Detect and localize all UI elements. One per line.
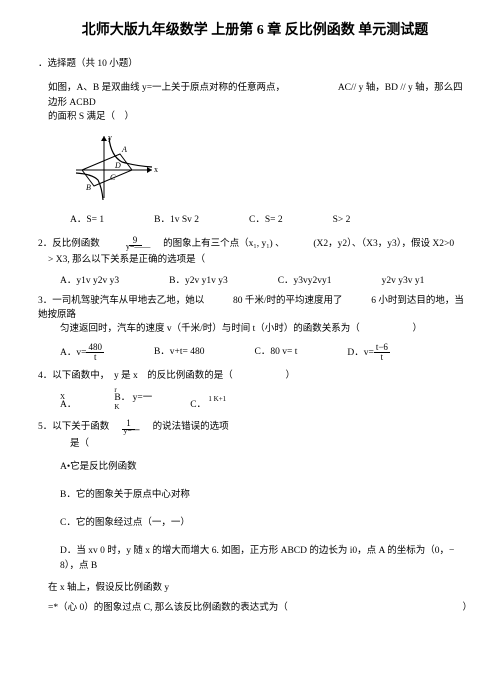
svg-text:A: A — [121, 145, 127, 154]
q2-opt-a: A．y1v y2v y3 — [60, 274, 119, 288]
q4-c-label: C． — [190, 400, 206, 410]
q1-opt-b: B．1v Sv 2 — [154, 213, 199, 227]
q3-opt-c: C．80 v= t — [255, 345, 298, 359]
q5-after: 的说法错误的选项 — [153, 423, 229, 433]
q3-mid: 80 千米/时的平均速度用了 — [233, 296, 343, 306]
q4-line: 4．以下函数中， y 是 x 的反比例函数的是（ — [38, 371, 233, 381]
q5-opt-c: C．它的图象经过点（一，一） — [60, 516, 472, 530]
q3-a-den: t — [86, 353, 104, 362]
q1-stem-a: 如图，A、B 是双曲线 y=一上关于原点对称的任意两点， — [48, 83, 285, 93]
q2-expr: y=—— — [126, 242, 151, 251]
q1: 如图，A、B 是双曲线 y=一上关于原点对称的任意两点， AC// y 轴，BD… — [48, 81, 472, 227]
q3-opt-a-label: A．v= — [60, 348, 86, 358]
svg-text:D: D — [114, 161, 121, 170]
q4-b-label: B． — [114, 393, 130, 403]
q2-pts: (X2，y2）、（X3，y3），假设 X2>0 — [313, 239, 454, 249]
q1-opt-c: C．S= 2 — [249, 213, 283, 227]
q5-line3: =*（心 0）的图象过点 C, 那么该反比例函数的表达式为（ — [48, 601, 288, 615]
q2-opt-d: y2v y3v y1 — [382, 274, 425, 288]
q4-c-top: 1 K+1 — [208, 395, 226, 403]
q5-line2: 在 x 轴上，假设反比例函数 y — [48, 581, 472, 595]
q2-line2: > X3, 那么以下关系是正确的选项是（ — [48, 255, 205, 265]
q3-d-den: t — [374, 353, 390, 362]
q4-opt-c: C． 1 K+1 — [190, 401, 226, 411]
q5-opt-a: A•它是反比例函数 — [60, 460, 472, 474]
q5-lead: 5．以下关于函数 — [38, 423, 109, 433]
q4-opt-a: X A． — [60, 394, 76, 411]
q5-opt-d: D．当 xv 0 时，y 随 x 的增大而增大 6. 如图，正方形 ABCD 的… — [60, 544, 472, 573]
q4-b-t2: K — [114, 404, 152, 411]
q3-endparen: ） — [413, 324, 423, 334]
q4-a-label: A． — [60, 400, 76, 410]
q2-opt-c: C．y3vy2vy1 — [278, 274, 332, 288]
q3: 3．一司机驾驶汽车从甲地去乙地，她以 80 千米/时的平均速度用了 6 小时到达… — [38, 294, 472, 363]
q1-opt-d: S> 2 — [333, 213, 351, 227]
svg-text:y: y — [108, 133, 112, 142]
svg-text:x: x — [154, 165, 158, 174]
q4-opt-b: r B． y=一 K — [114, 387, 152, 412]
section-choice-header: ．选择题（共 10 小题） — [38, 57, 472, 71]
q2-after: 的图象上有三个点（x₁, y₁) 、 — [163, 239, 284, 249]
svg-text:C: C — [110, 173, 116, 182]
q2-lead: 2．反比例函数 — [38, 239, 100, 249]
q1-diagram: y A D B C x — [70, 130, 472, 207]
q2: 2．反比例函数 9 y=—— 的图象上有三个点（x₁, y₁) 、 (X2，y2… — [38, 234, 472, 288]
q1-stem-c: 的面积 S 满足（ ） — [48, 112, 134, 122]
q4-end: ） — [286, 371, 296, 381]
q4: 4．以下函数中， y 是 x 的反比例函数的是（ ） X A． r B． y=一… — [38, 369, 472, 412]
q5-line-end: 是（ — [70, 439, 89, 449]
svg-text:B: B — [86, 183, 91, 192]
q3-line2: 匀速返回时，汽车的速度 v（千米/时）与时间 t（小时）的函数关系为（ — [60, 324, 360, 334]
q2-opt-b: B．y2v y1v y3 — [169, 274, 228, 288]
q5-expr: y=一 — [123, 426, 140, 435]
q5: 5．以下关于函数 1 y=一 的说法错误的选项 是（ A•它是反比例函数 B．它… — [38, 417, 472, 615]
q4-b-expr: y=一 — [133, 393, 153, 403]
q1-opt-a: A．S= 1 — [70, 213, 104, 227]
q3-opt-d-label: D．v= — [347, 348, 373, 358]
page-title: 北师大版九年级数学 上册第 6 章 反比例函数 单元测试题 — [38, 20, 472, 41]
q5-end: ） — [462, 601, 472, 615]
q3-opt-a: A．v= 480 t — [60, 343, 104, 363]
q3-opt-b: B．v+t= 480 — [154, 345, 205, 359]
q3-line1: 3．一司机驾驶汽车从甲地去乙地，她以 — [38, 296, 204, 306]
q3-opt-d: D．v= t−6 t — [347, 343, 390, 363]
q5-opt-b: B．它的图象关于原点中心对称 — [60, 488, 472, 502]
